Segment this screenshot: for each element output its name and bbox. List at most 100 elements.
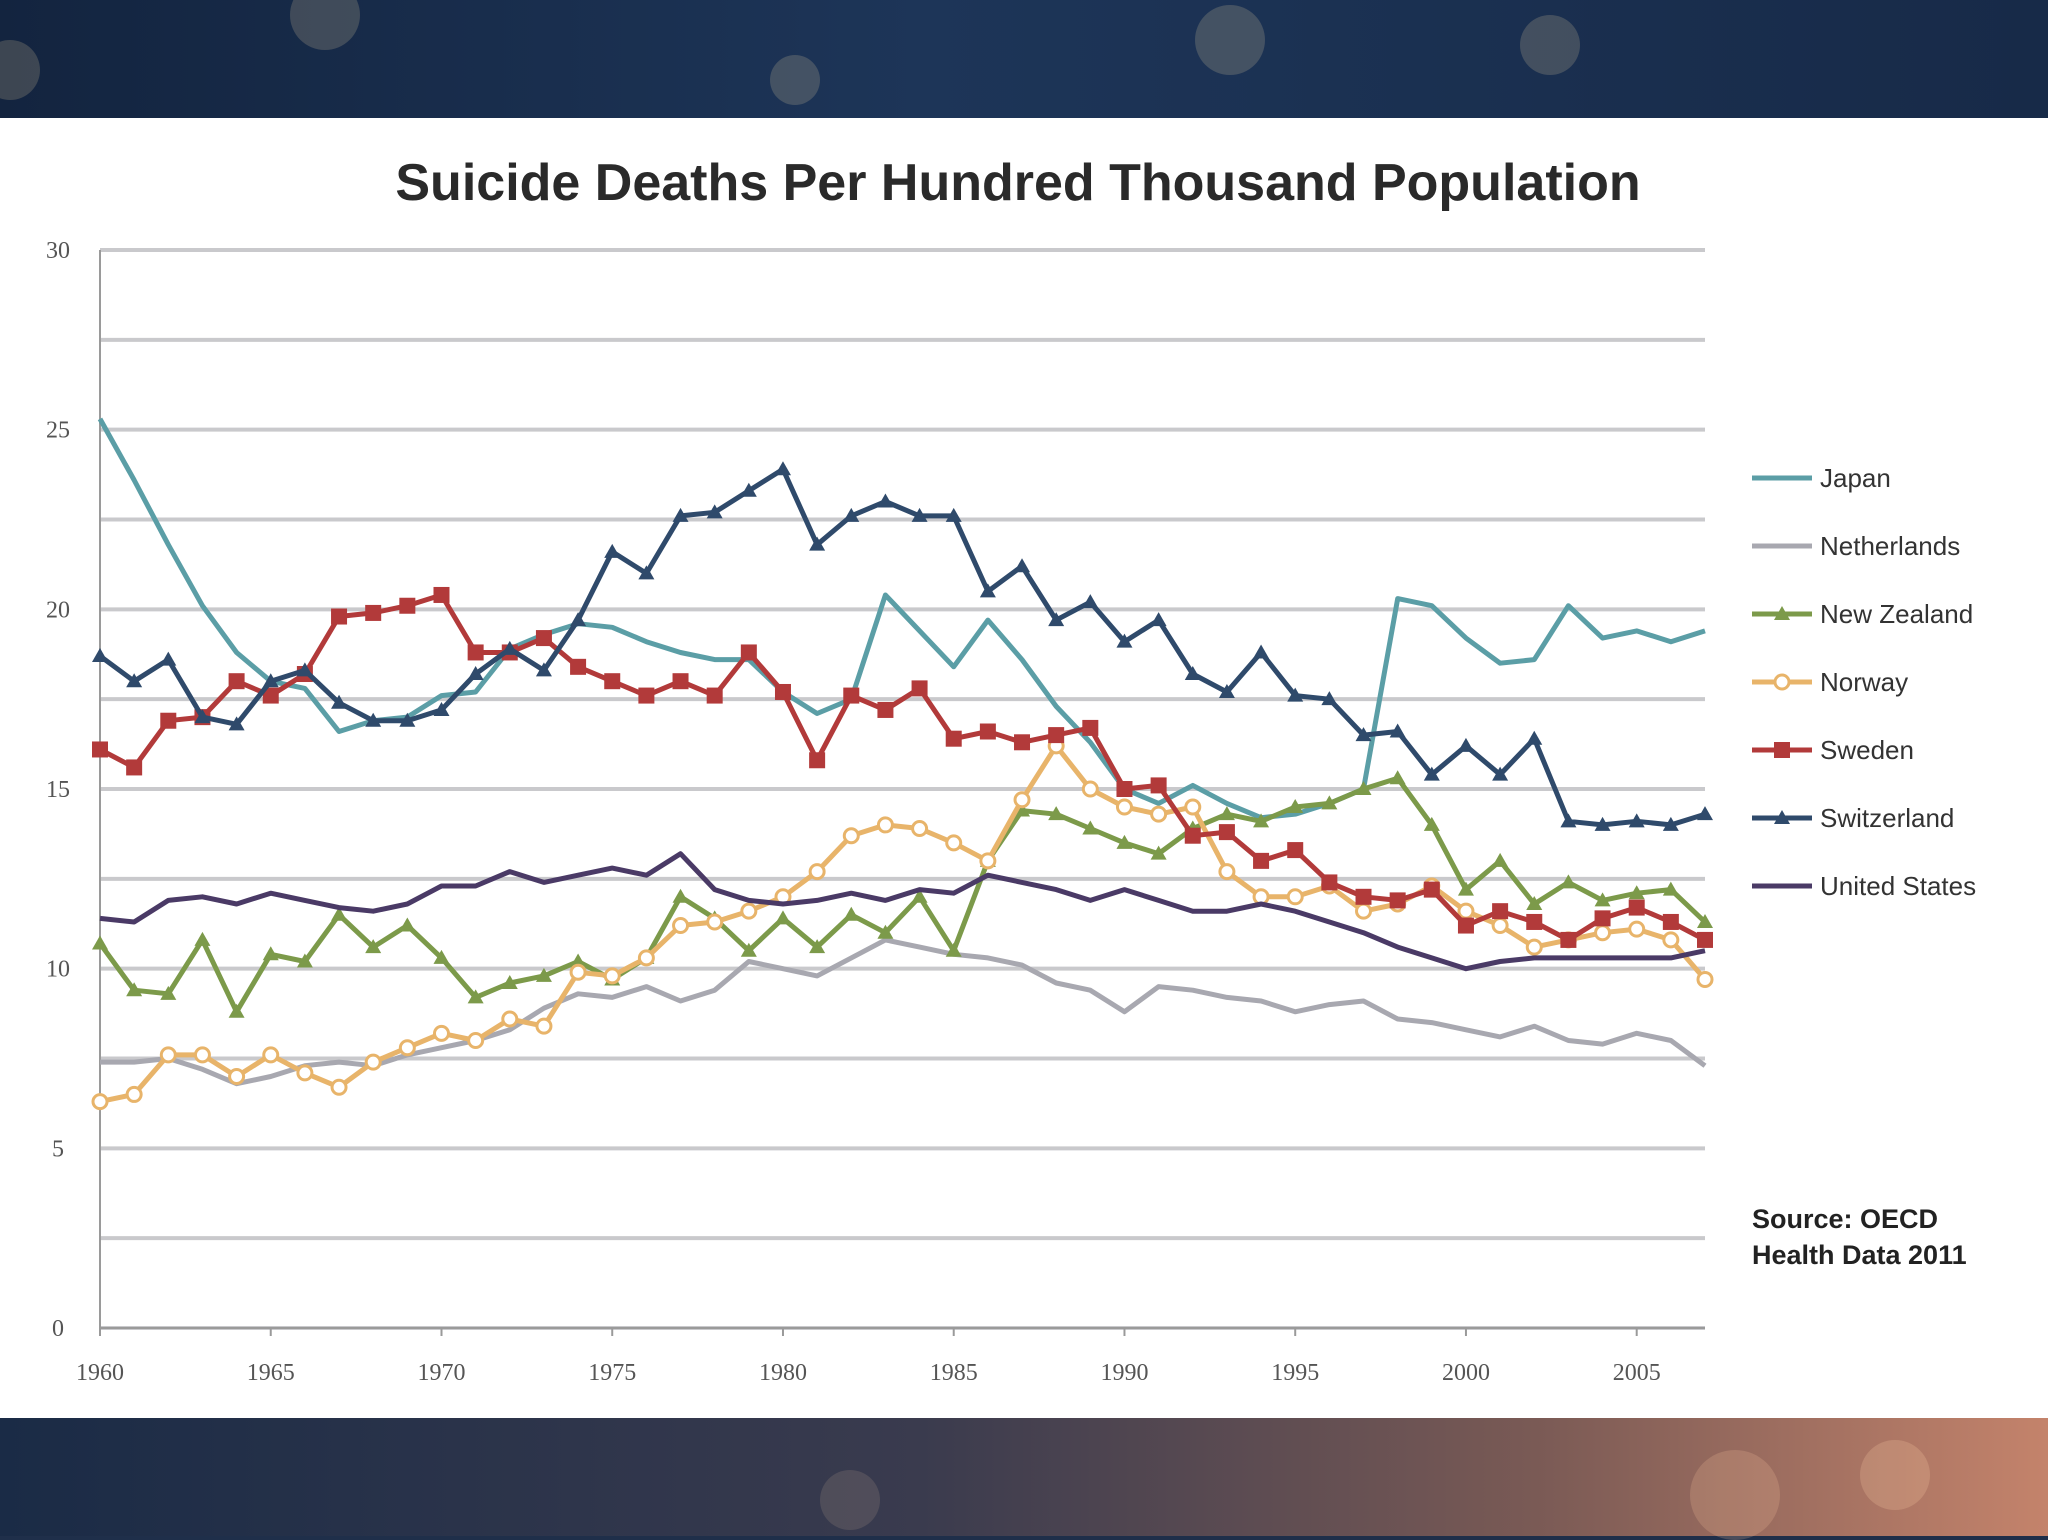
data-point: [501, 975, 518, 990]
data-point: [637, 949, 655, 967]
data-point: [159, 1046, 177, 1064]
data-point: [193, 1046, 211, 1064]
data-point: [809, 536, 826, 551]
data-point: [262, 946, 279, 961]
data-point: [876, 816, 894, 834]
data-point: [1048, 612, 1065, 627]
data-point: [228, 1067, 246, 1085]
data-point: [1594, 910, 1611, 927]
data-point: [1321, 691, 1338, 706]
series-line-united-states: [99, 851, 1706, 972]
legend-marker: [1774, 810, 1790, 824]
data-point: [228, 716, 245, 731]
data-point: [194, 931, 211, 946]
y-tick-label: 30: [46, 238, 70, 264]
data-point: [570, 658, 587, 675]
data-point: [911, 820, 929, 838]
data-point: [1628, 885, 1645, 900]
data-point: [1218, 806, 1235, 821]
data-point: [330, 1078, 348, 1096]
data-point: [432, 1024, 450, 1042]
data-point: [1525, 938, 1543, 956]
data-point: [296, 1064, 314, 1082]
data-point: [774, 683, 791, 700]
data-point: [1287, 842, 1304, 859]
data-point: [740, 942, 757, 957]
data-point: [1014, 558, 1031, 573]
data-point: [1014, 802, 1031, 817]
data-point: [125, 1085, 143, 1103]
legend-label: United States: [1820, 871, 1976, 901]
data-point: [1628, 813, 1645, 828]
data-point: [1492, 766, 1509, 781]
data-point: [1594, 816, 1611, 831]
bokeh-light: [820, 1470, 880, 1530]
legend-label: Norway: [1820, 667, 1908, 697]
data-point: [535, 967, 552, 982]
data-point: [1253, 852, 1270, 869]
data-point: [911, 680, 928, 697]
series-line-netherlands: [100, 937, 1707, 1087]
data-point: [1560, 813, 1577, 828]
data-point: [843, 906, 860, 921]
data-point: [1286, 888, 1304, 906]
data-point: [501, 640, 518, 655]
data-point: [945, 834, 963, 852]
data-point: [979, 723, 996, 740]
data-point: [467, 644, 484, 661]
data-point: [809, 752, 826, 769]
data-point: [569, 963, 587, 981]
background-top-banner: [0, 0, 2048, 118]
x-tick-label: 1980: [759, 1360, 807, 1386]
data-point: [194, 709, 211, 724]
y-tick-label: 15: [46, 777, 70, 803]
data-point: [1696, 970, 1714, 988]
data-point: [160, 985, 177, 1000]
data-point: [842, 827, 860, 845]
data-point: [1321, 795, 1338, 810]
data-point: [1697, 931, 1713, 948]
data-point: [535, 662, 552, 677]
source-annotation: Source: OECD: [1752, 1204, 1938, 1234]
data-point: [1423, 881, 1440, 898]
line-chart: Suicide Deaths Per Hundred Thousand Popu…: [46, 154, 1976, 1386]
data-point: [296, 953, 313, 968]
data-point: [92, 648, 108, 663]
data-point: [126, 759, 143, 776]
chart-panel: Suicide Deaths Per Hundred Thousand Popu…: [0, 118, 2048, 1418]
data-point: [1526, 913, 1543, 930]
data-point: [603, 967, 621, 985]
series-line-japan: [97, 417, 1706, 821]
data-point: [1184, 827, 1201, 844]
data-point: [1184, 798, 1202, 816]
legend-label: Japan: [1820, 463, 1891, 493]
data-point: [1526, 730, 1543, 745]
data-point: [1355, 888, 1372, 905]
data-point: [1560, 931, 1577, 948]
background-bottom-banner: [0, 1418, 2048, 1536]
legend-label: New Zealand: [1820, 599, 1973, 629]
x-tick-label: 1990: [1100, 1360, 1148, 1386]
data-point: [740, 482, 757, 497]
data-point: [331, 694, 348, 709]
data-point: [1697, 806, 1713, 821]
data-point: [843, 507, 860, 522]
y-tick-label: 20: [46, 597, 70, 623]
data-point: [1355, 727, 1372, 742]
data-point: [1355, 902, 1373, 920]
data-point: [706, 504, 723, 519]
data-point: [672, 888, 689, 903]
data-point: [1662, 816, 1679, 831]
x-tick-label: 1970: [417, 1360, 465, 1386]
data-point: [1048, 727, 1065, 744]
data-point: [1423, 816, 1440, 831]
data-point: [399, 712, 416, 727]
data-point: [1491, 917, 1509, 935]
data-point: [706, 687, 723, 704]
data-point: [1594, 924, 1612, 942]
data-point: [535, 1017, 553, 1035]
data-point: [501, 1010, 519, 1028]
data-point: [1389, 770, 1406, 785]
data-point: [535, 630, 552, 647]
data-point: [877, 493, 894, 508]
